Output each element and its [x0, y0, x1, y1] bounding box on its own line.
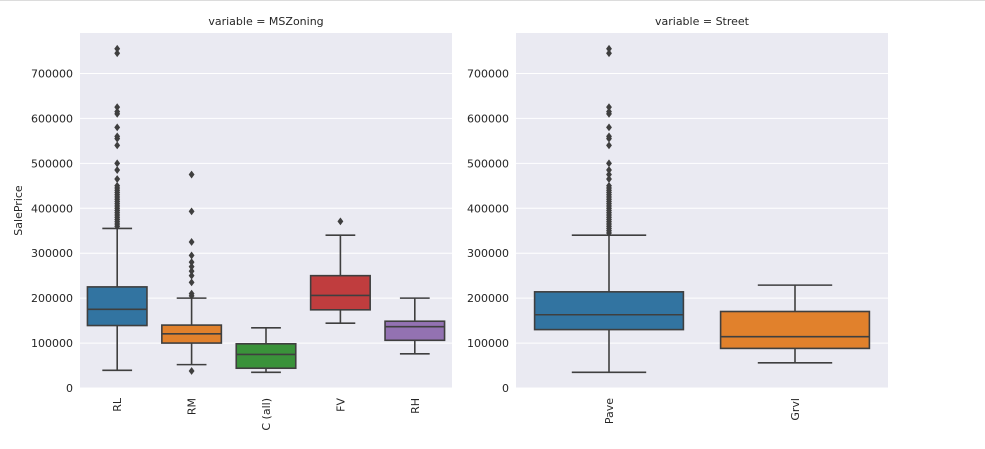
outlier-point — [606, 44, 612, 53]
x-tick-label: RL — [111, 397, 124, 412]
outlier-point — [188, 267, 195, 276]
iqr-box — [235, 343, 297, 370]
x-tick-label: RM — [186, 398, 199, 415]
outlier-point — [114, 181, 121, 190]
x-tick-label: Pave — [603, 398, 616, 424]
outlier-point — [188, 262, 195, 271]
y-tick-label: 0 — [502, 382, 509, 395]
outlier-point — [606, 107, 612, 116]
outlier-point — [188, 238, 195, 246]
y-tick-label: 100000 — [467, 337, 509, 350]
outlier-point — [114, 103, 121, 112]
x-tick-label: C (all) — [260, 398, 273, 431]
outlier-point — [337, 217, 344, 226]
outlier-point — [188, 170, 195, 179]
outlier-point — [606, 141, 612, 150]
x-tick-label: RH — [409, 398, 422, 414]
y-tick-label: 400000 — [31, 202, 73, 215]
outlier-point — [188, 278, 195, 287]
outlier-point — [114, 49, 121, 58]
outlier-point — [188, 271, 195, 280]
box-rm — [161, 170, 223, 375]
y-tick-label: 700000 — [31, 67, 73, 80]
y-tick-label: 200000 — [31, 292, 73, 305]
iqr-box — [86, 286, 148, 327]
iqr-box — [309, 274, 371, 311]
y-tick-label: 500000 — [467, 157, 509, 170]
outlier-point — [606, 103, 612, 112]
outlier-point — [606, 132, 612, 141]
outlier-point — [188, 367, 195, 375]
outlier-point — [606, 181, 612, 190]
outlier-point — [114, 132, 121, 141]
y-tick-label: 500000 — [31, 157, 73, 170]
y-tick-label: 400000 — [467, 202, 509, 215]
outlier-point — [114, 175, 121, 183]
outlier-point — [114, 107, 121, 116]
top-divider — [0, 0, 985, 1]
y-tick-label: 600000 — [31, 112, 73, 125]
box-rl — [86, 44, 148, 372]
outlier-point — [606, 159, 612, 168]
iqr-box — [719, 310, 871, 350]
outlier-point — [606, 166, 612, 174]
box-rh — [384, 297, 446, 355]
iqr-box — [533, 291, 685, 331]
outlier-point — [114, 141, 121, 150]
y-tick-label: 300000 — [467, 247, 509, 260]
box-pave — [533, 44, 685, 374]
iqr-box — [384, 320, 446, 342]
outlier-point — [114, 44, 121, 53]
outlier-point — [188, 207, 195, 216]
facet-title: variable = Street — [655, 15, 750, 28]
facet-panel-2: 0 100000 200000 300000 400000 500000 600000 700… — [467, 15, 888, 424]
y-tick-label: 100000 — [31, 337, 73, 350]
x-tick-label: FV — [334, 398, 347, 412]
y-tick-label: 700000 — [467, 67, 509, 80]
outlier-point — [114, 123, 121, 132]
outlier-point — [606, 123, 612, 132]
x-tick-label: Grvl — [789, 398, 802, 421]
outlier-point — [114, 166, 121, 174]
y-tick-label: 600000 — [467, 112, 509, 125]
outlier-point — [606, 170, 612, 179]
outlier-point — [188, 251, 195, 260]
box-fv — [309, 217, 371, 325]
box-grvl — [719, 284, 871, 364]
y-tick-label: 200000 — [467, 292, 509, 305]
outlier-point — [606, 49, 612, 58]
y-tick-label: 0 — [66, 382, 73, 395]
outlier-point — [114, 159, 121, 168]
facet-panel-1: 0 100000 200000 300000 400000 500000 600000 700… — [12, 15, 452, 431]
outlier-point — [606, 175, 612, 183]
outlier-point — [188, 289, 195, 298]
box-c-all- — [235, 327, 297, 374]
facet-title: variable = MSZoning — [208, 15, 323, 28]
y-tick-label: 300000 — [31, 247, 73, 260]
y-axis-label: SalePrice — [12, 185, 25, 236]
outlier-point — [188, 258, 195, 267]
